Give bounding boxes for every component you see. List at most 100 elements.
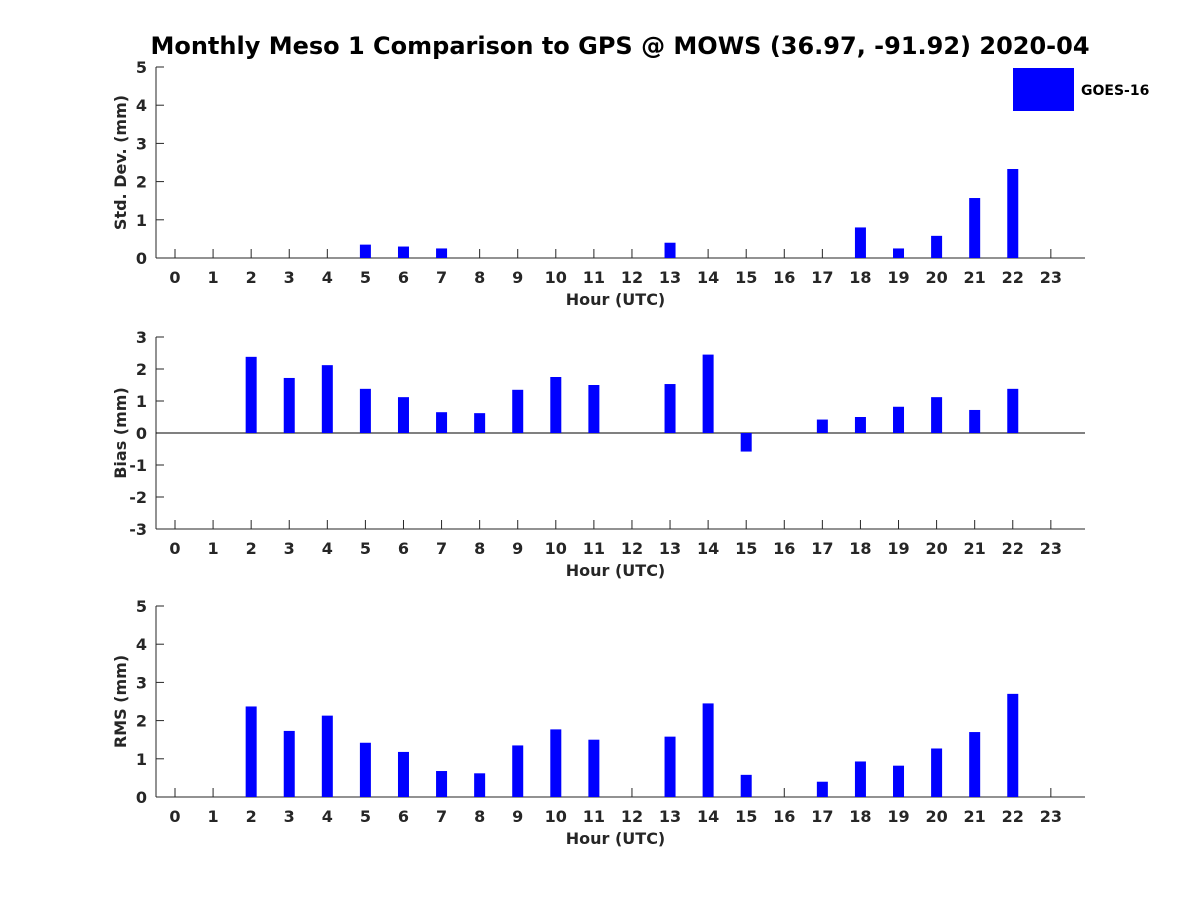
x-tick-label: 4 <box>322 268 333 287</box>
bar <box>397 397 409 433</box>
x-tick-label: 20 <box>925 268 947 287</box>
y-tick-label: 1 <box>136 750 147 769</box>
x-tick-label: 3 <box>284 539 295 558</box>
x-tick-label: 14 <box>697 807 719 826</box>
x-tick-label: 9 <box>512 807 523 826</box>
x-tick-label: 18 <box>849 539 871 558</box>
y-tick-label: 1 <box>136 211 147 230</box>
x-tick-label: 15 <box>735 268 757 287</box>
x-tick-label: 21 <box>964 268 986 287</box>
x-tick-label: 5 <box>360 268 371 287</box>
x-tick-label: 3 <box>284 268 295 287</box>
x-tick-label: 5 <box>360 807 371 826</box>
x-tick-label: 17 <box>811 807 833 826</box>
x-tick-label: 11 <box>583 807 605 826</box>
y-tick-label: 3 <box>136 673 147 692</box>
x-tick-label: 2 <box>246 539 257 558</box>
bar <box>931 235 943 258</box>
x-tick-label: 1 <box>208 539 219 558</box>
bar <box>893 765 905 797</box>
y-tick-label: 5 <box>136 58 147 77</box>
x-tick-label: 10 <box>545 807 567 826</box>
bar <box>359 388 371 433</box>
bar <box>397 246 409 258</box>
x-tick-label: 22 <box>1002 539 1024 558</box>
bar <box>931 748 943 797</box>
chart-title: Monthly Meso 1 Comparison to GPS @ MOWS … <box>150 32 1089 60</box>
bar <box>550 377 562 433</box>
bar <box>588 739 600 797</box>
x-tick-label: 12 <box>621 539 643 558</box>
x-tick-label: 3 <box>284 807 295 826</box>
x-tick-label: 23 <box>1040 539 1062 558</box>
bar <box>321 715 333 797</box>
x-tick-label: 1 <box>208 268 219 287</box>
y-tick-label: 2 <box>136 173 147 192</box>
x-tick-label: 8 <box>474 807 485 826</box>
bar <box>969 409 981 433</box>
x-tick-label: 16 <box>773 807 795 826</box>
bar <box>550 729 562 797</box>
x-tick-label: 14 <box>697 539 719 558</box>
x-tick-label: 21 <box>964 539 986 558</box>
x-tick-label: 22 <box>1002 268 1024 287</box>
x-tick-label: 8 <box>474 268 485 287</box>
bar <box>1007 168 1019 258</box>
x-tick-label: 7 <box>436 539 447 558</box>
x-tick-label: 6 <box>398 539 409 558</box>
bar <box>664 384 676 433</box>
x-tick-label: 6 <box>398 268 409 287</box>
legend-swatch <box>1013 68 1074 111</box>
x-tick-label: 12 <box>621 268 643 287</box>
y-tick-label: -2 <box>129 488 147 507</box>
bar <box>740 433 752 452</box>
bar <box>436 248 448 258</box>
bar <box>702 703 714 797</box>
y-axis-label: Bias (mm) <box>111 387 130 479</box>
y-tick-label: 4 <box>136 96 147 115</box>
x-tick-label: 19 <box>887 807 909 826</box>
x-tick-label: 0 <box>169 807 180 826</box>
x-tick-label: 13 <box>659 539 681 558</box>
x-tick-label: 10 <box>545 539 567 558</box>
bar <box>283 377 295 433</box>
bar <box>397 751 409 797</box>
x-tick-label: 22 <box>1002 807 1024 826</box>
x-tick-label: 13 <box>659 268 681 287</box>
bar <box>359 742 371 797</box>
x-tick-label: 6 <box>398 807 409 826</box>
y-tick-label: -1 <box>129 456 147 475</box>
bar <box>854 761 866 797</box>
bar <box>436 771 448 797</box>
y-tick-label: 0 <box>136 788 147 807</box>
bar <box>474 773 486 797</box>
x-tick-label: 20 <box>925 807 947 826</box>
x-tick-label: 19 <box>887 539 909 558</box>
x-tick-label: 21 <box>964 807 986 826</box>
x-tick-label: 8 <box>474 539 485 558</box>
x-tick-label: 13 <box>659 807 681 826</box>
x-tick-label: 2 <box>246 807 257 826</box>
bar <box>816 781 828 797</box>
x-tick-label: 7 <box>436 268 447 287</box>
x-tick-label: 7 <box>436 807 447 826</box>
bar <box>893 406 905 433</box>
y-tick-label: 3 <box>136 328 147 347</box>
x-tick-label: 9 <box>512 268 523 287</box>
bar <box>359 244 371 258</box>
bar <box>474 413 486 433</box>
bar <box>740 774 752 797</box>
y-tick-label: 3 <box>136 134 147 153</box>
x-tick-label: 4 <box>322 539 333 558</box>
x-tick-label: 18 <box>849 268 871 287</box>
x-tick-label: 1 <box>208 807 219 826</box>
bar <box>436 412 448 433</box>
bar <box>816 419 828 433</box>
x-axis-label: Hour (UTC) <box>566 829 666 848</box>
x-tick-label: 20 <box>925 539 947 558</box>
y-axis-label: RMS (mm) <box>111 655 130 748</box>
legend: GOES-16 <box>1013 68 1149 111</box>
